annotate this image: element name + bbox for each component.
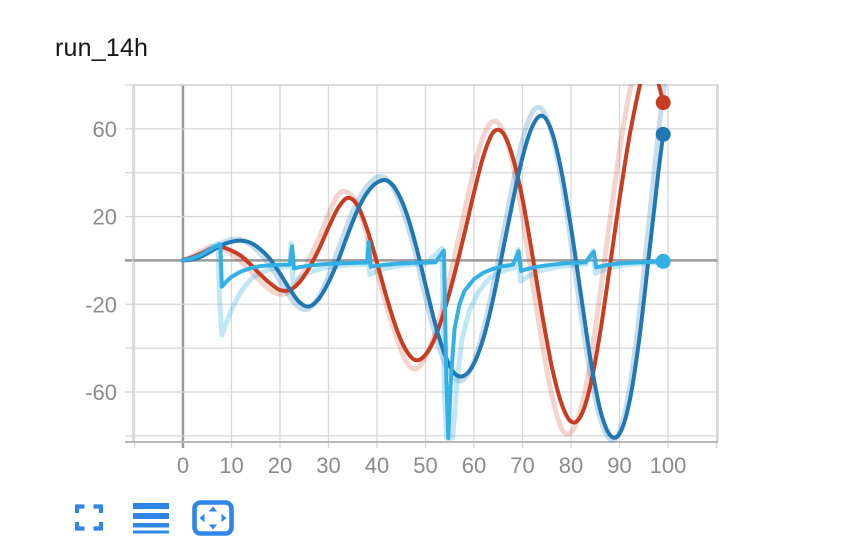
x-tick-label: 20 (268, 453, 292, 478)
y-tick-label: 60 (93, 117, 117, 142)
fullscreen-button[interactable] (74, 504, 104, 534)
series-group (180, 84, 671, 443)
legend-lines-icon (133, 503, 169, 537)
chart-title: run_14h (55, 34, 149, 62)
x-tick-label: 40 (365, 453, 389, 478)
y-tick-label: 20 (93, 205, 117, 230)
cyan-smoothed-end-dot (655, 253, 671, 269)
x-tick-label: 10 (219, 453, 243, 478)
x-tick-label: 60 (462, 453, 486, 478)
grid (125, 84, 719, 448)
x-tick-label: 100 (650, 453, 687, 478)
x-tick-label: 80 (559, 453, 583, 478)
red-smoothed-end-dot (655, 95, 671, 111)
x-tick-label: 50 (413, 453, 437, 478)
x-tick-labels: 0 10 20 30 40 50 60 70 80 90 100 (177, 453, 687, 478)
x-tick-label: 70 (510, 453, 534, 478)
fit-view-icon (192, 500, 234, 539)
y-tick-label: -20 (85, 292, 117, 317)
x-tick-label: 90 (607, 453, 631, 478)
fit-view-button[interactable] (192, 500, 234, 536)
y-tick-labels: -60 -20 20 60 (85, 117, 117, 405)
x-tick-label: 30 (316, 453, 340, 478)
fullscreen-icon (74, 504, 104, 534)
series-red-smoothed (181, 84, 666, 425)
series-blue-smoothed (181, 113, 666, 440)
legend-lines-button[interactable] (133, 502, 169, 534)
x-tick-label: 0 (177, 453, 189, 478)
series-cyan-smoothed (181, 240, 666, 441)
y-tick-label: -60 (85, 380, 117, 405)
blue-smoothed-end-dot (655, 126, 671, 142)
